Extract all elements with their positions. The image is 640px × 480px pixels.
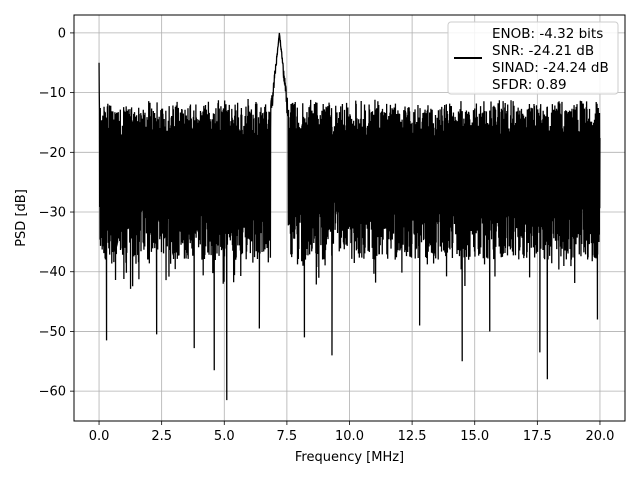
- y-tick-label: −50: [39, 325, 66, 340]
- x-tick-label: 5.0: [214, 429, 235, 444]
- x-axis-label: Frequency [MHz]: [295, 450, 404, 465]
- x-tick-label: 10.0: [335, 429, 364, 444]
- x-axis-ticks: 0.0 2.5 5.0 7.5 10.0 12.5 15.0 17.5 20.0: [89, 421, 614, 444]
- legend: ENOB: -4.32 bits SNR: -24.21 dB SINAD: -…: [447, 21, 619, 95]
- x-tick-label: 0.0: [89, 429, 110, 444]
- legend-entry-snr: SNR: -24.21 dB: [492, 43, 594, 59]
- x-tick-label: 2.5: [151, 429, 172, 444]
- legend-entry-sinad: SINAD: -24.24 dB: [492, 60, 609, 76]
- psd-series-line: [98, 32, 601, 401]
- plot-area: [98, 32, 601, 401]
- y-tick-label: −60: [39, 385, 66, 400]
- x-tick-label: 12.5: [398, 429, 427, 444]
- y-tick-label: 0: [58, 26, 66, 41]
- y-axis-label: PSD [dB]: [14, 189, 29, 247]
- y-tick-label: −20: [39, 146, 66, 161]
- legend-entry-enob: ENOB: -4.32 bits: [492, 26, 603, 42]
- x-tick-label: 15.0: [460, 429, 489, 444]
- y-tick-label: −10: [39, 86, 66, 101]
- y-tick-label: −40: [39, 265, 66, 280]
- x-tick-label: 7.5: [277, 429, 298, 444]
- legend-entry-sfdr: SFDR: 0.89: [492, 77, 567, 93]
- x-tick-label: 20.0: [585, 429, 614, 444]
- y-tick-label: −30: [39, 206, 66, 221]
- y-axis-ticks: 0 −10 −20 −30 −40 −50 −60: [39, 26, 74, 400]
- legend-box: [447, 21, 619, 95]
- x-tick-label: 17.5: [523, 429, 552, 444]
